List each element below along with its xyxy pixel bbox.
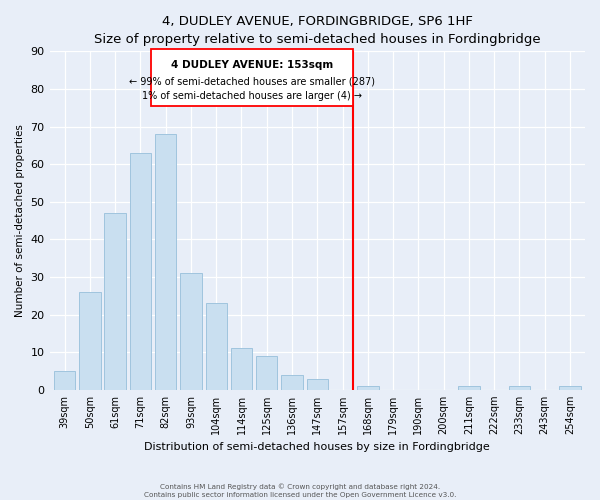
Bar bbox=[79, 292, 101, 390]
Bar bbox=[54, 371, 76, 390]
Bar bbox=[509, 386, 530, 390]
Bar bbox=[281, 375, 303, 390]
Bar bbox=[104, 213, 126, 390]
X-axis label: Distribution of semi-detached houses by size in Fordingbridge: Distribution of semi-detached houses by … bbox=[145, 442, 490, 452]
Y-axis label: Number of semi-detached properties: Number of semi-detached properties bbox=[15, 124, 25, 317]
Bar bbox=[180, 273, 202, 390]
Text: Contains HM Land Registry data © Crown copyright and database right 2024.
Contai: Contains HM Land Registry data © Crown c… bbox=[144, 484, 456, 498]
Bar bbox=[155, 134, 176, 390]
Bar bbox=[130, 153, 151, 390]
Bar bbox=[231, 348, 252, 390]
Title: 4, DUDLEY AVENUE, FORDINGBRIDGE, SP6 1HF
Size of property relative to semi-detac: 4, DUDLEY AVENUE, FORDINGBRIDGE, SP6 1HF… bbox=[94, 15, 541, 46]
Bar bbox=[559, 386, 581, 390]
FancyBboxPatch shape bbox=[151, 50, 353, 106]
Text: 4 DUDLEY AVENUE: 153sqm: 4 DUDLEY AVENUE: 153sqm bbox=[171, 60, 333, 70]
Bar bbox=[357, 386, 379, 390]
Bar bbox=[206, 304, 227, 390]
Bar bbox=[307, 378, 328, 390]
Text: 1% of semi-detached houses are larger (4) →: 1% of semi-detached houses are larger (4… bbox=[142, 90, 362, 101]
Text: ← 99% of semi-detached houses are smaller (287): ← 99% of semi-detached houses are smalle… bbox=[129, 76, 375, 86]
Bar bbox=[458, 386, 479, 390]
Bar bbox=[256, 356, 277, 390]
